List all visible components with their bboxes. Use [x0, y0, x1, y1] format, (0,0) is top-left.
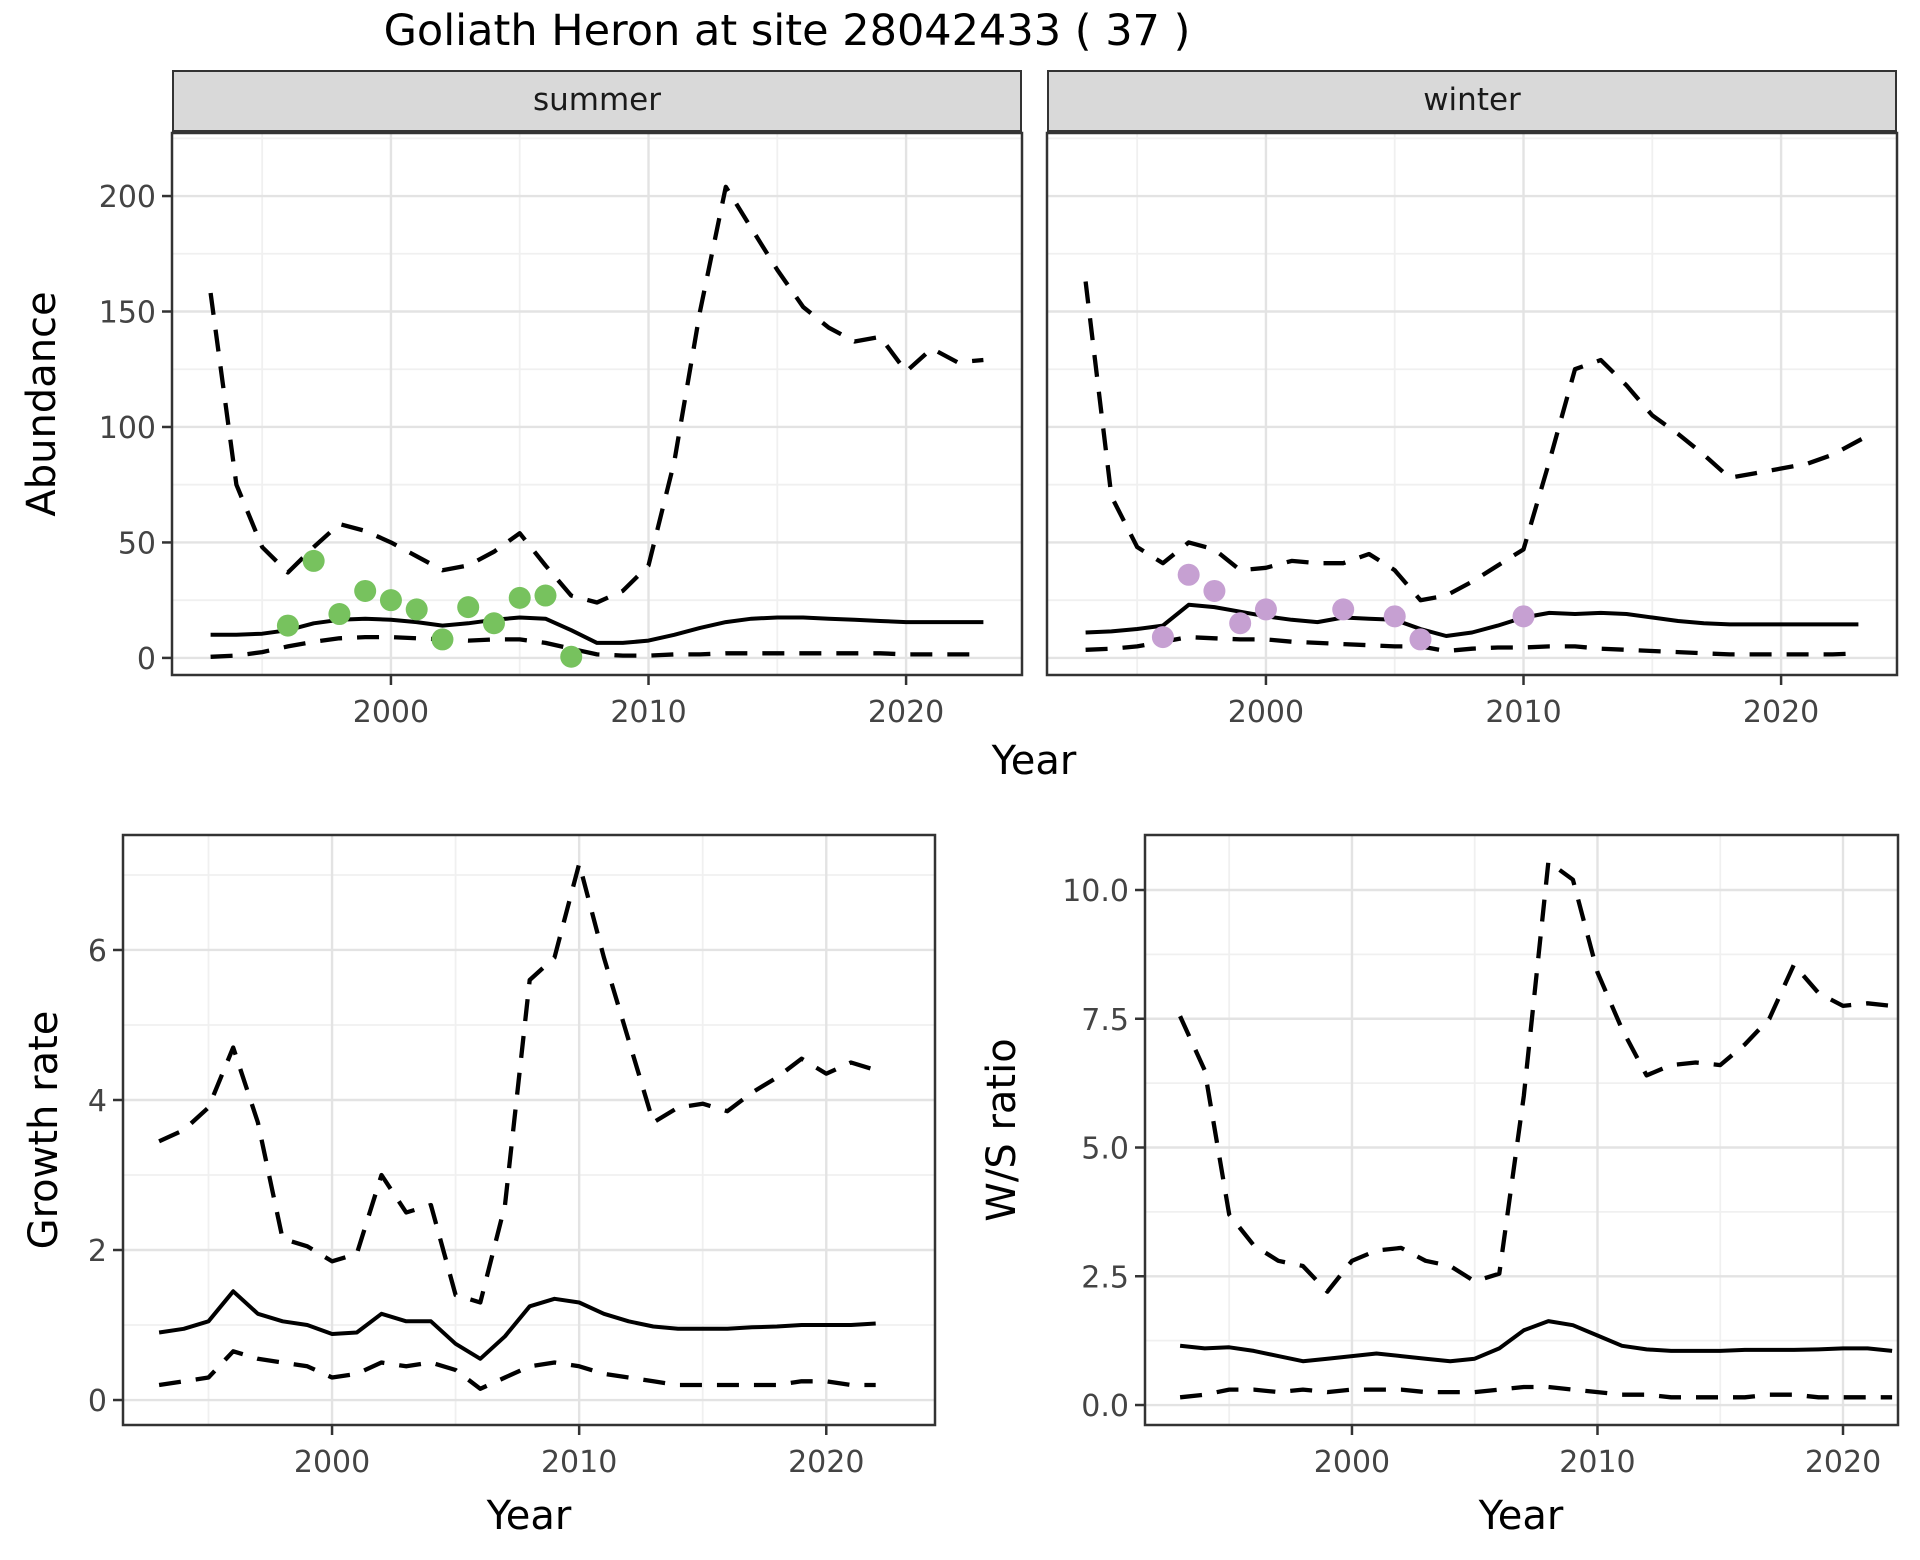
y-tick-label: 0.0 [1081, 1389, 1129, 1424]
observation-dot [1203, 579, 1226, 602]
axis-ticks: 2000 2010 2020 0 2 4 6 [88, 934, 865, 1480]
observation-dot [276, 614, 299, 637]
axis-ticks: 2000 2010 2020 0 50 100 150 200 [99, 180, 945, 730]
series-lower_ci-line [1085, 634, 1859, 657]
y-tick-label: 200 [99, 180, 156, 215]
panel-abundance_summer: 2000 2010 2020 0 50 100 150 200 [99, 131, 1024, 730]
y-tick-label: 10.0 [1062, 874, 1129, 909]
observation-dot [534, 584, 557, 607]
facet-label-winter: winter [1423, 82, 1521, 118]
x-tick-label: 2020 [868, 695, 944, 730]
observation-dot [508, 586, 531, 609]
y-tick-label: 2 [88, 1234, 107, 1269]
x-tick-label: 2010 [1559, 1445, 1635, 1480]
observation-dot [354, 579, 377, 602]
observation-dot [1177, 563, 1200, 586]
observation-dot [1151, 626, 1174, 649]
facet-strip-winter: winter [1047, 70, 1897, 132]
facet-strip-summer: summer [172, 70, 1022, 132]
x-tick-label: 2000 [353, 695, 429, 730]
plot-area [1145, 835, 1898, 1425]
gridlines [172, 133, 1022, 675]
y-tick-label: 50 [118, 526, 156, 561]
gridlines [1145, 835, 1898, 1425]
observation-dot [1254, 598, 1277, 621]
y-tick-label: 0 [137, 642, 156, 677]
y-tick-label: 100 [99, 411, 156, 446]
series-observed-points [276, 549, 583, 668]
axis-ticks: 2000 2010 2020 0.0 2.5 5.0 7.5 10.0 [1062, 874, 1881, 1480]
x-tick-label: 2000 [1314, 1445, 1390, 1480]
series-upper_ci-line [208, 184, 984, 605]
x-axis-title-year-ws: Year [1478, 1493, 1564, 1539]
gridlines [1047, 133, 1897, 675]
x-tick-label: 2010 [1485, 695, 1561, 730]
observation-dot [560, 645, 583, 668]
panel-ws_ratio: 2000 2010 2020 0.0 2.5 5.0 7.5 10.0 [1062, 833, 1900, 1480]
observation-dot [379, 589, 402, 612]
observation-dot [302, 549, 325, 572]
x-tick-label: 2010 [541, 1445, 617, 1480]
panel-abundance_winter: 2000 2010 2020 [1045, 131, 1899, 730]
series-lower_ci-line [158, 1349, 876, 1391]
plot-area [123, 835, 935, 1425]
series-median-line [1179, 1319, 1893, 1364]
y-tick-label: 2.5 [1081, 1260, 1129, 1295]
observation-dot [328, 603, 351, 626]
x-tick-label: 2010 [610, 695, 686, 730]
panel-border [170, 131, 1024, 677]
x-tick-label: 2000 [294, 1445, 370, 1480]
plot-area [172, 133, 1022, 675]
y-tick-label: 4 [88, 1084, 107, 1119]
series-upper_ci-line [158, 861, 877, 1305]
series-upper_ci-line [1178, 859, 1893, 1294]
x-axis-title-year-top: Year [991, 738, 1077, 784]
y-tick-label: 0 [88, 1384, 107, 1419]
series-median-line [1085, 602, 1859, 638]
series-lower_ci-line [1179, 1384, 1893, 1400]
panel-border [1143, 833, 1900, 1427]
series-lower_ci-line [210, 634, 984, 659]
x-tick-label: 2020 [1805, 1445, 1881, 1480]
y-tick-label: 7.5 [1081, 1003, 1129, 1038]
observation-dot [482, 612, 505, 635]
observation-dot [1229, 612, 1252, 635]
observation-dot [1409, 628, 1432, 651]
observation-dot [405, 598, 428, 621]
y-axis-title-abundance: Abundance [19, 291, 65, 517]
panel-border [121, 833, 937, 1427]
series-upper_ci-line [1083, 281, 1873, 603]
series-observed-points [1151, 563, 1535, 651]
y-axis-title-growth-rate: Growth rate [21, 1010, 67, 1250]
x-tick-label: 2000 [1228, 695, 1304, 730]
observation-dot [1512, 605, 1535, 628]
facet-label-summer: summer [532, 82, 661, 118]
y-axis-title-ws-ratio: W/S ratio [979, 1038, 1025, 1222]
panel-growth_rate: 2000 2010 2020 0 2 4 6 [88, 833, 937, 1480]
y-tick-label: 6 [88, 934, 107, 969]
x-tick-label: 2020 [788, 1445, 864, 1480]
x-axis-title-year-growth: Year [486, 1493, 572, 1539]
axis-ticks: 2000 2010 2020 [1228, 676, 1819, 730]
y-tick-label: 5.0 [1081, 1132, 1129, 1167]
gridlines [123, 835, 935, 1425]
observation-dot [1383, 605, 1406, 628]
chart-title: Goliath Heron at site 28042433 ( 37 ) [383, 6, 1191, 56]
plot-area [1047, 133, 1897, 675]
panel-border [1045, 131, 1899, 677]
observation-dot [457, 596, 480, 619]
observation-dot [1332, 598, 1355, 621]
y-tick-label: 150 [99, 296, 156, 331]
observation-dot [431, 628, 454, 651]
series-median-line [158, 1289, 876, 1361]
x-tick-label: 2020 [1743, 695, 1819, 730]
